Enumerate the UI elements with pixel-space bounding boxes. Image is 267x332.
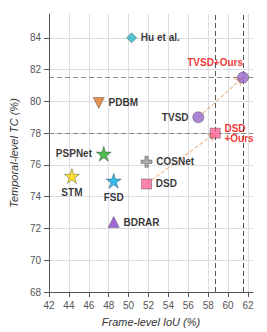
svg-text:56: 56 [183,300,195,311]
svg-text:DSD: DSD [224,122,246,134]
svg-text:Hu et al.: Hu et al. [141,32,180,43]
svg-text:COSNet: COSNet [156,156,194,167]
svg-text:62: 62 [242,300,254,311]
svg-text:44: 44 [63,300,75,311]
svg-text:58: 58 [203,300,215,311]
svg-text:42: 42 [43,300,55,311]
svg-text:+Ours: +Ours [224,133,254,144]
svg-text:PDBM: PDBM [109,97,138,108]
svg-text:82: 82 [30,64,42,75]
svg-text:54: 54 [163,300,175,311]
svg-text:FSD: FSD [104,192,124,203]
svg-text:78: 78 [30,128,42,139]
svg-text:BDRAR: BDRAR [123,217,160,228]
svg-text:TVSD: TVSD [162,112,189,123]
svg-text:84: 84 [30,32,42,43]
svg-text:PSPNet: PSPNet [56,148,93,159]
svg-text:TVSD+Ours: TVSD+Ours [187,57,243,68]
svg-text:76: 76 [30,159,42,170]
svg-text:48: 48 [103,300,115,311]
svg-text:STM: STM [61,187,82,198]
svg-text:68: 68 [30,287,42,298]
svg-text:50: 50 [123,300,135,311]
svg-text:74: 74 [30,191,42,202]
svg-text:60: 60 [223,300,235,311]
svg-text:72: 72 [30,223,42,234]
svg-text:Temporal-level TC (%): Temporal-level TC (%) [8,98,20,208]
svg-text:Frame-level IoU (%): Frame-level IoU (%) [102,316,201,328]
svg-text:46: 46 [83,300,95,311]
svg-text:DSD: DSD [156,178,177,189]
svg-text:80: 80 [30,96,42,107]
svg-text:52: 52 [143,300,155,311]
svg-text:70: 70 [30,255,42,266]
